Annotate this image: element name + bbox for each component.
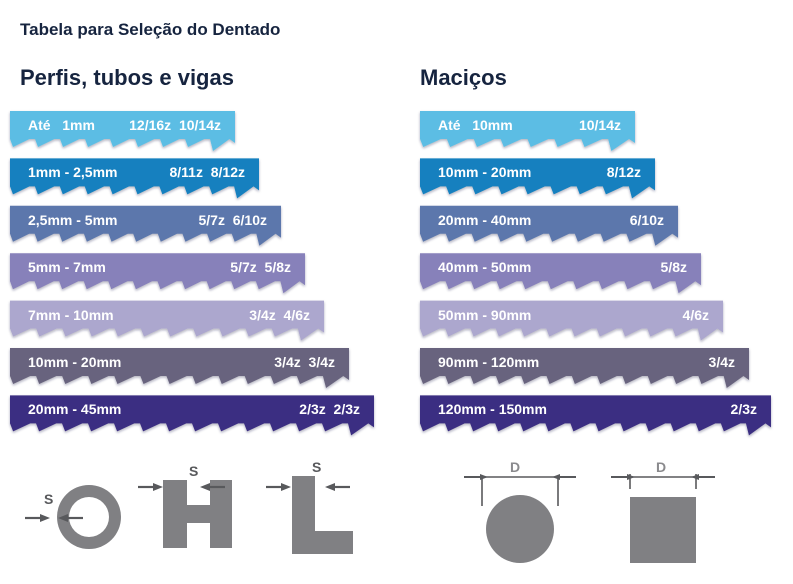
svg-text:D: D [656, 459, 666, 475]
svg-text:D: D [510, 459, 520, 475]
svg-text:S: S [312, 459, 321, 475]
svg-text:S: S [44, 491, 53, 507]
svg-text:S: S [189, 463, 198, 479]
